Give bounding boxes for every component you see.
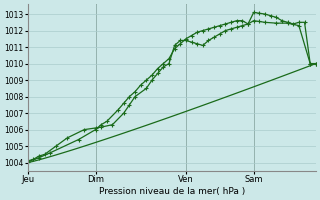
X-axis label: Pression niveau de la mer( hPa ): Pression niveau de la mer( hPa ): [99, 187, 245, 196]
